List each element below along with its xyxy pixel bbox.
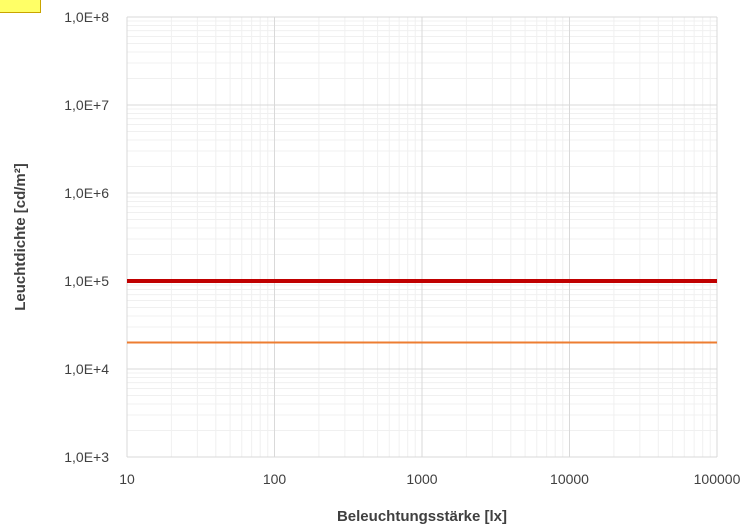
y-tick-label: 1,0E+7 [64,97,109,113]
x-axis-title: Beleuchtungsstärke [lx] [337,508,507,525]
y-tick-label: 1,0E+6 [64,185,109,201]
y-tick-labels: 1,0E+3 1,0E+4 1,0E+5 1,0E+6 1,0E+7 1,0E+8 [64,9,109,465]
y-axis-title: Leuchtdichte [cd/m²] [12,163,29,311]
x-tick-label: 10000 [550,471,589,487]
y-tick-label: 1,0E+5 [64,273,109,289]
series-layer [127,279,717,344]
x-tick-label: 10 [119,471,135,487]
y-tick-label: 1,0E+3 [64,449,109,465]
corner-highlight-box [0,0,41,13]
y-tick-label: 1,0E+4 [64,361,109,377]
y-tick-label: 1,0E+8 [64,9,109,25]
x-tick-label: 100 [263,471,287,487]
x-tick-label: 1000 [406,471,437,487]
x-tick-label: 100000 [694,471,741,487]
x-tick-labels: 10 100 1000 10000 100000 [119,471,740,487]
